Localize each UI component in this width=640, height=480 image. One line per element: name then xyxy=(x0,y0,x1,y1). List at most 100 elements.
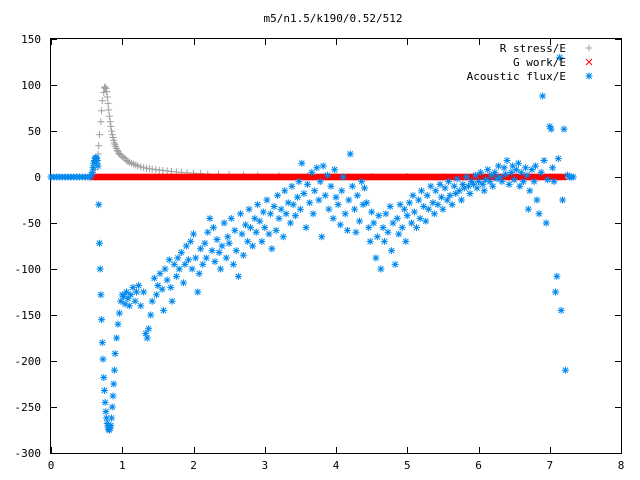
acoustic-flux-point xyxy=(321,191,329,199)
acoustic-flux-point xyxy=(97,291,105,299)
acoustic-flux-point xyxy=(403,212,411,220)
acoustic-flux-point xyxy=(343,226,351,234)
acoustic-flux-point xyxy=(560,125,568,133)
acoustic-flux-point xyxy=(161,265,169,273)
r-stress-point xyxy=(124,157,132,165)
acoustic-flux-point xyxy=(123,288,131,296)
acoustic-flux-point xyxy=(197,245,205,253)
acoustic-flux-point xyxy=(213,236,221,244)
acoustic-flux-point xyxy=(270,202,278,210)
acoustic-flux-point xyxy=(152,291,160,299)
acoustic-flux-point xyxy=(549,164,557,172)
acoustic-flux-point xyxy=(325,205,333,213)
acoustic-flux-point xyxy=(88,171,96,179)
acoustic-flux-point xyxy=(154,282,162,290)
x-tick-label: 5 xyxy=(404,459,411,472)
r-stress-point xyxy=(100,84,108,92)
acoustic-flux-point xyxy=(393,214,401,222)
acoustic-flux-point xyxy=(512,166,520,174)
acoustic-flux-point xyxy=(238,230,246,238)
acoustic-flux-point xyxy=(366,237,374,245)
acoustic-flux-point xyxy=(294,193,302,201)
acoustic-flux-point xyxy=(244,237,252,245)
acoustic-flux-point xyxy=(234,272,242,280)
acoustic-flux-point xyxy=(168,297,176,305)
acoustic-flux-point xyxy=(315,196,323,204)
acoustic-flux-point xyxy=(439,205,447,213)
acoustic-flux-point xyxy=(110,380,118,388)
acoustic-flux-point xyxy=(539,92,547,100)
acoustic-flux-point xyxy=(204,228,212,236)
acoustic-flux-point xyxy=(125,302,133,310)
acoustic-flux-point xyxy=(100,374,108,382)
acoustic-flux-point xyxy=(522,164,530,172)
acoustic-flux-point xyxy=(313,164,321,172)
acoustic-flux-point xyxy=(277,205,285,213)
acoustic-flux-point xyxy=(465,182,473,190)
acoustic-flux-point xyxy=(309,210,317,218)
x-tick-label: 2 xyxy=(190,459,197,472)
acoustic-flux-point xyxy=(165,256,173,264)
acoustic-flux-point xyxy=(124,294,132,302)
acoustic-flux-point xyxy=(480,187,488,195)
acoustic-flux-point xyxy=(408,219,416,227)
acoustic-flux-point xyxy=(300,190,308,198)
acoustic-flux-point xyxy=(514,159,522,167)
acoustic-flux-point xyxy=(365,224,373,232)
acoustic-flux-point xyxy=(242,221,250,229)
acoustic-flux-point xyxy=(170,260,178,268)
x-tick-label: 8 xyxy=(618,459,625,472)
acoustic-flux-point xyxy=(185,256,193,264)
acoustic-flux-point xyxy=(472,171,480,179)
acoustic-flux-point xyxy=(201,239,209,247)
acoustic-flux-point xyxy=(453,175,461,183)
acoustic-flux-point xyxy=(133,288,140,296)
acoustic-flux-point xyxy=(263,196,271,204)
acoustic-flux-point xyxy=(473,184,481,192)
acoustic-flux-point xyxy=(90,159,98,167)
y-tick-label: 150 xyxy=(21,33,41,46)
acoustic-flux-point xyxy=(446,191,454,199)
acoustic-flux-point xyxy=(427,182,435,190)
acoustic-flux-point xyxy=(329,214,337,222)
acoustic-flux-point xyxy=(503,156,511,164)
acoustic-flux-point xyxy=(256,217,264,225)
acoustic-flux-point xyxy=(395,230,403,238)
acoustic-flux-point xyxy=(199,260,207,268)
acoustic-flux-point xyxy=(384,228,392,236)
acoustic-flux-point xyxy=(156,270,164,278)
acoustic-flux-point xyxy=(306,199,314,207)
series-layer xyxy=(47,53,577,434)
acoustic-flux-point xyxy=(533,196,541,204)
acoustic-flux-point xyxy=(507,168,515,176)
r-stress-point xyxy=(97,118,105,126)
x-tick-label: 3 xyxy=(261,459,268,472)
acoustic-flux-point xyxy=(423,191,431,199)
acoustic-flux-point xyxy=(167,283,175,291)
acoustic-flux-point xyxy=(206,214,214,222)
acoustic-flux-point xyxy=(517,168,525,176)
x-tick-label: 6 xyxy=(475,459,482,472)
acoustic-flux-point xyxy=(103,414,111,422)
acoustic-flux-point xyxy=(99,355,107,363)
acoustic-flux-point xyxy=(443,196,451,204)
x-tick-labels: 0 1 2 3 4 5 6 7 8 xyxy=(48,459,625,472)
r-stress-point xyxy=(95,142,103,150)
acoustic-flux-point xyxy=(535,210,543,218)
r-stress-point xyxy=(137,163,145,171)
acoustic-flux-point xyxy=(140,288,148,296)
acoustic-flux-point xyxy=(361,184,368,192)
acoustic-flux-point xyxy=(190,230,197,238)
acoustic-flux-point xyxy=(142,329,150,337)
acoustic-flux-point xyxy=(556,53,564,61)
legend-label-g-work: G work/E xyxy=(513,56,566,69)
r-stress-point xyxy=(103,87,111,95)
acoustic-flux-point xyxy=(254,201,262,209)
acoustic-flux-point xyxy=(96,265,104,273)
legend-marker-g-work xyxy=(585,58,593,66)
acoustic-flux-point xyxy=(252,228,260,236)
acoustic-flux-point xyxy=(158,285,166,293)
acoustic-flux-point xyxy=(569,173,577,181)
acoustic-flux-point xyxy=(389,219,397,227)
acoustic-flux-point xyxy=(117,297,125,305)
